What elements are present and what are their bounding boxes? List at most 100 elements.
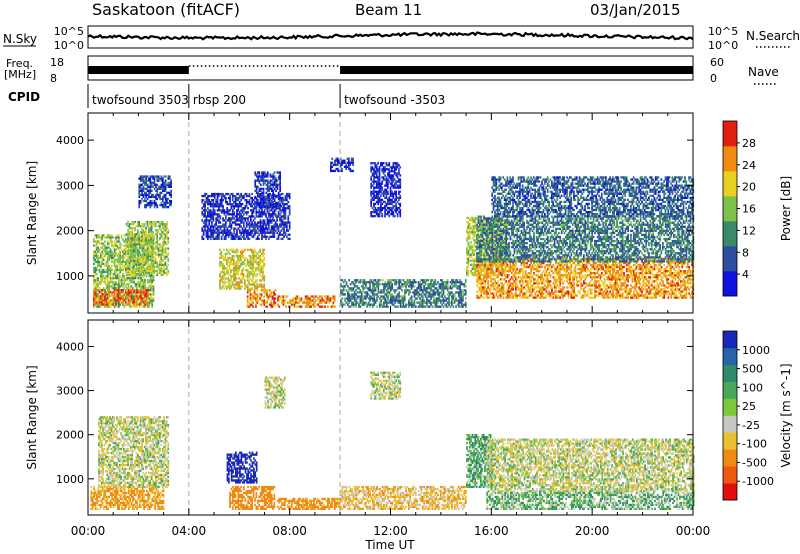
- heatmap-cell: [341, 305, 344, 308]
- heatmap-cell: [262, 181, 265, 184]
- heatmap-cell: [279, 196, 281, 200]
- heatmap-cell: [392, 194, 395, 197]
- heatmap-cell: [144, 191, 146, 194]
- heatmap-cell: [205, 217, 208, 220]
- heatmap-cell: [380, 299, 382, 302]
- heatmap-cell: [148, 275, 151, 278]
- heatmap-cell: [241, 209, 244, 212]
- heatmap-cell: [141, 263, 143, 266]
- heatmap-cell: [255, 213, 258, 216]
- heatmap-cell: [148, 301, 151, 304]
- heatmap-cell: [254, 173, 257, 176]
- heatmap-cell: [101, 303, 104, 306]
- heatmap-cell: [249, 295, 252, 298]
- heatmap-cell: [227, 196, 230, 200]
- heatmap-cell: [166, 235, 168, 238]
- heatmap-cell: [139, 267, 142, 271]
- heatmap-cell: [393, 198, 396, 201]
- heatmap-cell: [373, 208, 375, 212]
- heatmap-cell: [94, 281, 97, 284]
- heatmap-cell: [241, 215, 244, 218]
- heatmap-cell: [348, 165, 350, 168]
- heatmap-cell: [275, 185, 277, 188]
- heatmap-cell: [209, 227, 212, 230]
- heatmap-cell: [168, 199, 171, 203]
- heatmap-cell: [234, 275, 236, 278]
- heatmap-cell: [459, 285, 461, 288]
- heatmap-cell: [166, 191, 168, 194]
- heatmap-cell: [257, 299, 260, 302]
- heatmap-cell: [154, 265, 157, 268]
- heatmap-cell: [355, 305, 357, 308]
- heatmap-cell: [348, 287, 351, 290]
- heatmap-cell: [143, 293, 145, 296]
- heatmap-cell: [118, 246, 120, 249]
- heatmap-cell: [263, 301, 266, 304]
- heatmap-cell: [148, 177, 150, 180]
- heatmap-cell: [137, 299, 140, 302]
- heatmap-cell: [140, 262, 142, 266]
- heatmap-cell: [223, 211, 226, 214]
- heatmap-cell: [230, 203, 233, 206]
- heatmap-cell: [393, 200, 396, 204]
- heatmap-cell: [256, 285, 259, 288]
- heatmap-cell: [216, 219, 219, 222]
- heatmap-cell: [95, 260, 98, 263]
- heatmap-cell: [212, 211, 215, 214]
- heatmap-cell: [122, 254, 124, 257]
- heatmap-cell: [377, 168, 379, 171]
- heatmap-cell: [242, 254, 245, 258]
- heatmap-cell: [268, 223, 270, 226]
- heatmap-cell: [122, 291, 124, 294]
- heatmap-cell: [244, 192, 247, 196]
- heatmap-cell: [384, 188, 386, 191]
- heatmap-cell: [105, 236, 108, 239]
- heatmap-cell: [145, 179, 147, 182]
- heatmap-cell: [233, 231, 235, 234]
- heatmap-cell: [321, 297, 324, 300]
- heatmap-cell: [247, 231, 249, 234]
- heatmap-cell: [145, 181, 147, 184]
- heatmap-cell: [401, 289, 403, 292]
- heatmap-cell: [218, 221, 220, 224]
- heatmap-cell: [268, 215, 270, 218]
- heatmap-cell: [219, 201, 222, 204]
- heatmap-cell: [157, 185, 160, 188]
- heatmap-cell: [119, 281, 122, 284]
- heatmap-cell: [286, 203, 288, 206]
- heatmap-cell: [263, 199, 266, 202]
- heatmap-cell: [232, 267, 235, 270]
- heatmap-cell: [250, 217, 252, 220]
- heatmap-cell: [300, 299, 303, 302]
- heatmap-cell: [160, 197, 163, 201]
- heatmap-cell: [395, 283, 398, 286]
- heatmap-cell: [161, 231, 164, 234]
- heatmap-cell: [380, 182, 382, 185]
- heatmap-cell: [378, 198, 381, 201]
- heatmap-cell: [387, 287, 389, 290]
- heatmap-cell: [329, 305, 332, 308]
- heatmap-cell: [246, 285, 249, 288]
- heatmap-cell: [118, 268, 120, 272]
- heatmap-cell: [134, 303, 137, 306]
- heatmap-cell: [251, 235, 253, 238]
- heatmap-cell: [373, 202, 375, 206]
- heatmap-cell: [124, 295, 127, 298]
- heatmap-cell: [205, 196, 208, 200]
- heatmap-cell: [201, 213, 204, 216]
- heatmap-cell: [236, 219, 238, 222]
- heatmap-cell: [260, 295, 263, 298]
- heatmap-cell: [281, 203, 284, 206]
- heatmap-cell: [345, 167, 347, 171]
- heatmap-cell: [149, 189, 152, 192]
- heatmap-cell: [383, 291, 385, 294]
- heatmap-cell: [399, 287, 402, 290]
- heatmap-cell: [218, 203, 220, 206]
- heatmap-cell: [300, 305, 303, 308]
- heatmap-cell: [149, 238, 152, 241]
- heatmap-cell: [235, 271, 238, 274]
- heatmap-cell: [138, 295, 141, 298]
- heatmap-cell: [109, 270, 112, 274]
- heatmap-cell: [145, 195, 147, 199]
- heatmap-cell: [378, 176, 381, 179]
